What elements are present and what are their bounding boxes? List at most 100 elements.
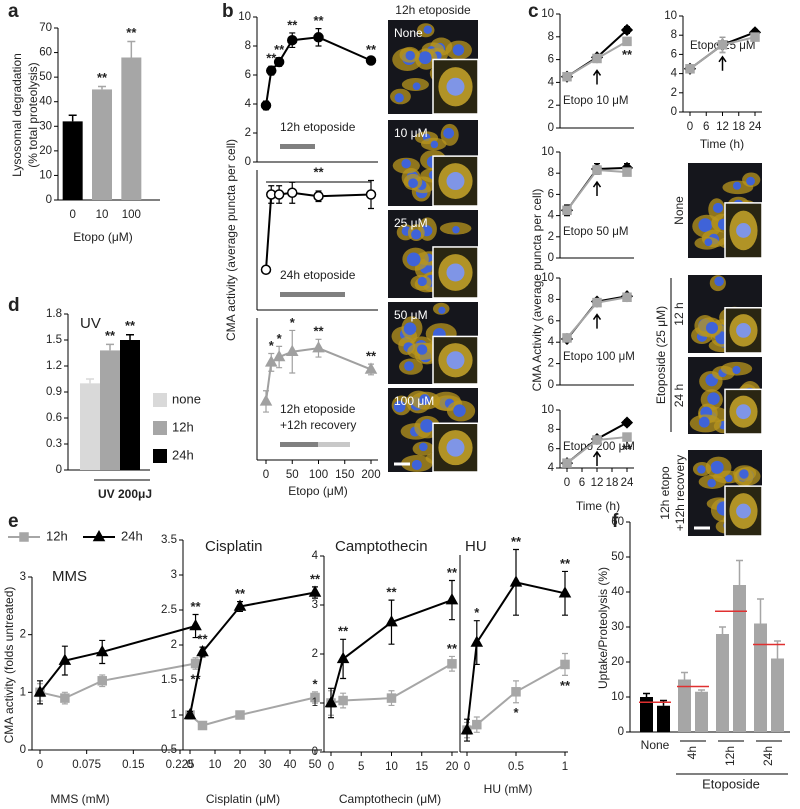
bar bbox=[657, 705, 670, 732]
significance: ** bbox=[274, 42, 285, 57]
marker bbox=[592, 53, 602, 64]
micrograph-title: 12h etoposide bbox=[395, 3, 471, 17]
nucleus bbox=[393, 400, 406, 413]
nucleus bbox=[736, 322, 751, 338]
y-axis-label: Uptake/Proteolysis (%) bbox=[596, 567, 610, 689]
x-tick-label: 4h bbox=[685, 746, 699, 759]
x-tick-label: 15 bbox=[415, 761, 428, 773]
nucleus bbox=[423, 25, 432, 34]
y-tick-label: 8 bbox=[671, 29, 677, 41]
marker bbox=[235, 710, 245, 720]
marker bbox=[60, 693, 70, 703]
nucleus bbox=[408, 178, 418, 189]
significance: ** bbox=[447, 641, 458, 656]
marker bbox=[365, 189, 377, 200]
nucleus bbox=[697, 465, 706, 474]
arrow bbox=[592, 180, 602, 197]
marker bbox=[445, 593, 459, 605]
bar bbox=[716, 634, 729, 732]
nucleus bbox=[739, 469, 749, 479]
nucleus bbox=[746, 176, 755, 186]
marker bbox=[197, 720, 208, 731]
arrow bbox=[592, 450, 602, 466]
condition-label: Etopo 200 μM bbox=[563, 441, 635, 453]
significance: ** bbox=[386, 585, 397, 600]
x-axis-label: Etopo (μM) bbox=[73, 230, 133, 244]
y-tick-label: 4 bbox=[312, 550, 319, 562]
y-tick-label: 2 bbox=[548, 99, 554, 111]
marker bbox=[558, 586, 572, 598]
nucleus bbox=[417, 276, 427, 287]
y-tick-label: 10 bbox=[541, 146, 554, 158]
x-tick-label: 6 bbox=[579, 477, 585, 489]
error-bar bbox=[127, 40, 136, 58]
x-tick-label: 12 bbox=[591, 477, 604, 489]
y-axis-label: (% total proteolysis) bbox=[26, 62, 40, 167]
legend-swatch bbox=[153, 421, 167, 435]
micrograph-label: +12h recovery bbox=[673, 455, 687, 531]
significance: ** bbox=[105, 328, 116, 343]
condition-label: Etopo 100 μM bbox=[563, 351, 635, 363]
micrograph bbox=[688, 357, 763, 435]
y-tick-label: 2 bbox=[245, 127, 251, 139]
legend-swatch bbox=[153, 449, 167, 463]
x-tick-label: 0 bbox=[69, 209, 75, 221]
x-tick-label: 10 bbox=[96, 209, 109, 221]
marker bbox=[273, 56, 285, 68]
bar bbox=[640, 697, 653, 732]
series-line bbox=[265, 347, 372, 402]
bar bbox=[121, 57, 142, 200]
marker bbox=[385, 615, 398, 627]
marker bbox=[560, 659, 570, 670]
y-tick-label: 2 bbox=[20, 629, 26, 641]
micrograph-label: 50 μM bbox=[394, 308, 428, 322]
marker bbox=[562, 205, 572, 216]
y-tick-label: 0.9 bbox=[46, 386, 62, 398]
marker bbox=[233, 599, 247, 611]
nucleus bbox=[420, 419, 434, 433]
legend-label: none bbox=[172, 391, 201, 406]
micrograph bbox=[688, 163, 763, 259]
y-tick-label: 2 bbox=[671, 87, 677, 99]
y-tick-label: 0 bbox=[56, 464, 62, 476]
significance: ** bbox=[366, 349, 377, 364]
x-tick-label: 0.075 bbox=[72, 759, 101, 771]
x-tick-label: 1 bbox=[562, 761, 568, 773]
marker bbox=[324, 695, 338, 708]
marker bbox=[58, 653, 72, 665]
nucleus bbox=[736, 223, 751, 238]
significance: ** bbox=[126, 25, 137, 40]
x-tick-label: 12h bbox=[723, 746, 737, 766]
y-tick-label: 4 bbox=[548, 336, 555, 348]
marker bbox=[183, 707, 197, 720]
marker bbox=[592, 435, 602, 445]
marker bbox=[685, 64, 695, 74]
nucleus bbox=[732, 365, 741, 375]
significance: ** bbox=[313, 324, 324, 339]
panel-letter: d bbox=[8, 295, 20, 316]
micrograph-label: 25 μM bbox=[394, 216, 428, 230]
marker bbox=[312, 341, 325, 353]
micrograph bbox=[388, 120, 479, 207]
legend-label: 12h bbox=[46, 528, 68, 543]
y-tick-label: 1.5 bbox=[161, 674, 177, 686]
nucleus bbox=[453, 404, 466, 417]
y-tick-label: 2 bbox=[312, 648, 318, 660]
series-line bbox=[466, 581, 566, 731]
x-tick-label: 24h bbox=[761, 746, 775, 766]
y-tick-label: 10 bbox=[664, 10, 677, 22]
marker bbox=[273, 189, 285, 200]
micrograph-label: 24 h bbox=[672, 384, 686, 407]
nucleus bbox=[707, 478, 716, 488]
nucleus bbox=[446, 263, 465, 282]
x-tick-label: 10 bbox=[385, 761, 398, 773]
legend-swatch bbox=[153, 393, 167, 407]
series-line bbox=[265, 36, 372, 106]
marker bbox=[562, 71, 572, 82]
y-axis-label: Lysosomal degradation bbox=[10, 53, 24, 177]
y-tick-label: 20 bbox=[39, 145, 52, 157]
marker bbox=[336, 651, 350, 664]
y-tick-label: 3 bbox=[20, 571, 26, 583]
x-axis-label: HU (mM) bbox=[484, 782, 533, 796]
chart-title: UV bbox=[80, 315, 101, 332]
